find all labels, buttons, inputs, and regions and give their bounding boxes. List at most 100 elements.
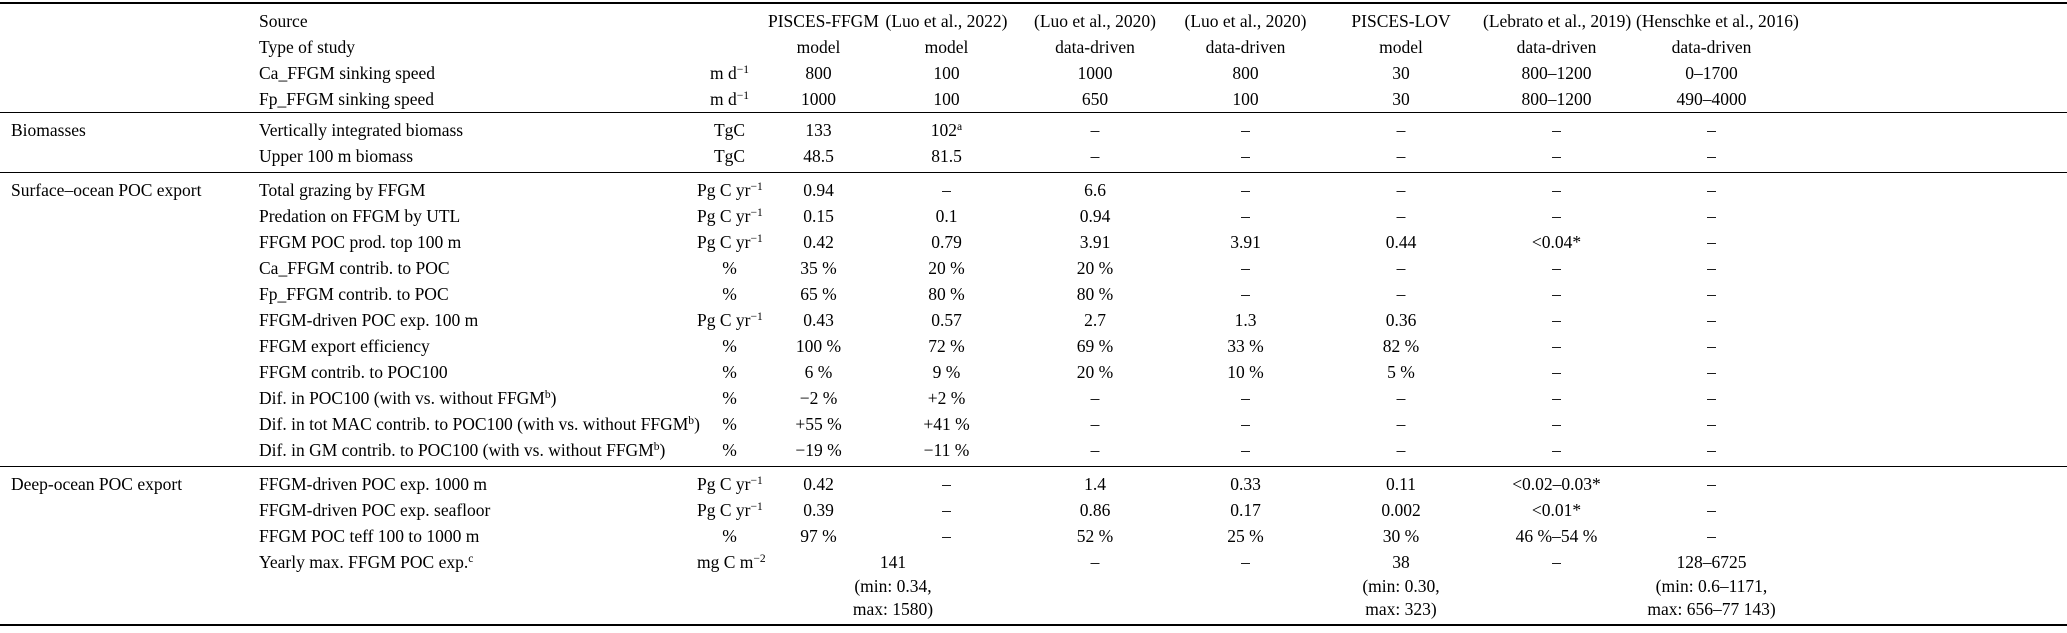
unit-cell: m d−1 (709, 89, 750, 109)
value-cell: 141 (min: 0.34, max: 1580) (765, 549, 1021, 625)
section-label-cell (0, 34, 256, 60)
unit-cell: Pg C yr−1 (697, 180, 763, 200)
spacer-cell (1790, 437, 2067, 467)
unit-cell: m d−1 (709, 63, 750, 83)
superscript: −1 (750, 232, 763, 245)
section-label-cell (0, 307, 256, 333)
value-cell: <0.04* (1531, 232, 1582, 252)
value-cell: data-driven (1671, 37, 1752, 57)
value-cell: – (1707, 336, 1716, 356)
spacer-cell (1790, 86, 2067, 113)
value-cell: 100 (933, 63, 960, 83)
value-cell: model (924, 37, 969, 57)
spacer-cell (1790, 467, 2067, 498)
unit-cell: Pg C yr−1 (697, 206, 763, 226)
unit-cell: Pg C yr−1 (697, 474, 763, 494)
value-cell: – (1707, 414, 1716, 434)
value-cell: – (1707, 232, 1716, 252)
table-row: Source PISCES-FFGM (Luo et al., 2022) (Luo … (0, 3, 2067, 34)
value-cell: 30 % (1382, 526, 1420, 546)
section-label-cell (0, 143, 256, 173)
superscript: a (957, 120, 963, 133)
unit-cell: % (722, 414, 737, 434)
value-cell: 102a (930, 120, 963, 140)
value-line: 128–6725 (1676, 552, 1747, 572)
row-label-cell: Ca_FFGM contrib. to POC (259, 258, 450, 278)
value-cell: 3.91 (1230, 232, 1261, 252)
value-cell: – (1241, 206, 1250, 226)
value-cell: – (1090, 388, 1100, 408)
value-cell: 2.7 (1084, 310, 1106, 330)
value-cell: 0.15 (803, 206, 834, 226)
table-row: FFGM-driven POC exp. 100 m Pg C yr−1 0.43 0… (0, 307, 2067, 333)
table-row: Biomasses Vertically integrated biomass Tg… (0, 113, 2067, 144)
value-cell: – (1552, 258, 1561, 278)
row-label-cell: FFGM POC prod. top 100 m (259, 232, 462, 252)
value-cell: – (1707, 474, 1716, 494)
table-row: FFGM-driven POC exp. seafloor Pg C yr−1 0.… (0, 497, 2067, 523)
unit-cell: TgC (713, 120, 746, 140)
superscript: −1 (750, 310, 763, 323)
unit-cell: TgC (713, 146, 746, 166)
section-label-cell (0, 3, 256, 34)
value-cell: 20 % (1076, 258, 1114, 278)
row-label-cell: Fp_FFGM sinking speed (259, 89, 435, 109)
value-cell: – (1396, 206, 1406, 226)
value-cell: (Luo et al., 2020) (1184, 11, 1307, 31)
value-cell: – (1241, 552, 1250, 572)
spacer-cell (1790, 497, 2067, 523)
value-cell: PISCES-LOV (1351, 11, 1451, 31)
value-cell: 46 %–54 % (1515, 526, 1598, 546)
spacer-cell (1790, 113, 2067, 144)
superscript: −2 (753, 552, 766, 565)
value-cell: – (1707, 146, 1716, 166)
value-cell: – (1396, 120, 1406, 140)
table-header: Source PISCES-FFGM (Luo et al., 2022) (Luo … (0, 3, 2067, 113)
value-cell: – (1707, 362, 1716, 382)
value-cell: – (1707, 284, 1716, 304)
unit-cell: % (722, 336, 737, 356)
value-cell: 48.5 (803, 146, 834, 166)
row-label-cell: Vertically integrated biomass (259, 120, 464, 140)
row-label-cell: Source (259, 11, 308, 31)
value-cell: −2 % (799, 388, 838, 408)
value-cell: – (1396, 180, 1406, 200)
table-section: Biomasses Vertically integrated biomass Tg… (0, 112, 2067, 173)
value-cell: 0.57 (931, 310, 962, 330)
value-cell: 490–4000 (1676, 89, 1747, 109)
table-row: Fp_FFGM contrib. to POC% 65 % 80 % 80 % – – – – (0, 281, 2067, 307)
value-cell: – (1396, 388, 1406, 408)
value-cell: – (1707, 388, 1716, 408)
value-cell: <0.02–0.03* (1512, 474, 1601, 494)
spacer-cell (1790, 255, 2067, 281)
row-label-cell: Dif. in GM contrib. to POC100 (with vs. … (259, 440, 666, 460)
row-label-cell: FFGM-driven POC exp. 100 m (259, 310, 479, 330)
value-cell: 30 (1392, 89, 1410, 109)
spacer-cell (1790, 411, 2067, 437)
value-cell: – (1707, 526, 1716, 546)
table-section: Surface–ocean POC export Total grazing by… (0, 172, 2067, 467)
value-cell: 65 % (800, 284, 837, 304)
value-cell: 20 % (1076, 362, 1114, 382)
value-cell: – (1552, 388, 1561, 408)
spacer-cell (1790, 385, 2067, 411)
value-cell: – (1552, 440, 1561, 460)
superscript: −1 (736, 89, 750, 102)
section-label-cell (0, 497, 256, 523)
value-cell: – (1552, 362, 1561, 382)
value-cell: 33 % (1227, 336, 1264, 356)
value-cell: 80 % (928, 284, 965, 304)
value-cell: – (942, 500, 951, 520)
unit-cell: % (722, 258, 737, 278)
value-cell: 100 (933, 89, 960, 109)
section-label-cell: Deep-ocean POC export (11, 474, 183, 494)
spacer-cell (1790, 359, 2067, 385)
value-cell: 6 % (804, 362, 833, 382)
value-cell: data-driven (1516, 37, 1597, 57)
value-cell: – (1241, 258, 1250, 278)
section-label-cell (0, 411, 256, 437)
spacer-cell (1790, 281, 2067, 307)
value-cell: +2 % (927, 388, 966, 408)
